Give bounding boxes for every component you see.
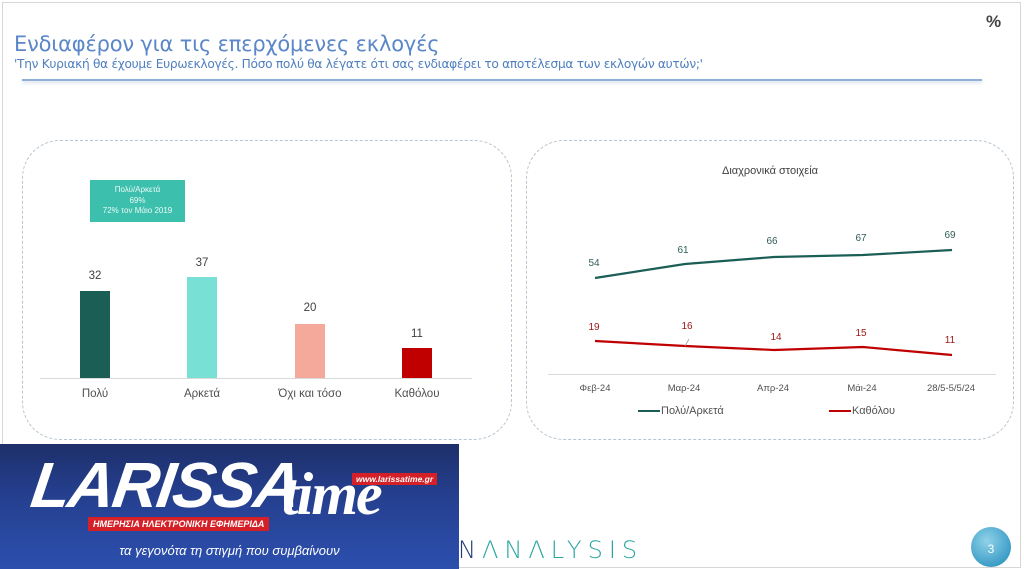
banner-brand-suffix: time [282,461,383,527]
bar-value-label: 11 [411,328,423,340]
x-tick-label: Μαρ-24 [667,383,701,394]
legend-label: Πολύ/Αρκετά [661,405,724,417]
point-label: 67 [855,233,867,244]
x-tick-label: Μάι-24 [847,383,877,394]
slide-title: Ενδιαφέρον για τις επερχόμενες εκλογές [14,32,440,56]
bar-chart-baseline [40,378,472,379]
line-chart-x-axis [548,374,996,375]
logo-letter: N [458,536,482,564]
leader-line [684,338,690,347]
callout-label: Πολύ/Αρκετά [114,185,161,194]
banner-tagline: τα γεγονότα τη στιγμή που συμβαίνουν [119,543,340,558]
company-logo: NΛNΛLYSIS [458,536,643,564]
slide-subtitle: 'Την Κυριακή θα έχουμε Ευρωεκλογές. Πόσο… [14,57,703,71]
title-divider [22,79,982,81]
banner-brand-name: LARISSA [26,449,304,521]
callout-comparison: 72% τον Μάιο 2019 [102,206,173,215]
point-label: 54 [588,258,600,269]
bar-category-label: Καθόλου [394,388,440,400]
unit-badge: % [986,12,1002,31]
point-label: 66 [766,236,778,247]
legend-swatch [638,409,660,413]
newspaper-banner[interactable]: LARISSA time www.larissatime.gr ΗΜΕΡΗΣΙΑ… [0,444,459,569]
bar-value-label: 20 [303,302,317,314]
callout-value: 69% [129,195,146,205]
x-tick-label: 28/5-5/5/24 [926,383,976,394]
line-chart-plot [594,248,953,357]
legend-swatch [829,409,851,413]
point-label: 16 [681,321,693,332]
bar-arketa [187,277,217,378]
logo-text: ΛNΛLYSIS [481,536,644,564]
bar-chart: 32 Πολύ 37 Αρκετά 20 Όχι και τόσο 11 Καθ… [40,240,472,400]
point-label: 15 [855,328,867,339]
series-poly-arketa-line [594,248,953,280]
bar-poly [80,291,110,378]
summary-callout: Πολύ/Αρκετά 69% 72% τον Μάιο 2019 [90,180,185,222]
series-katholou-line [594,339,953,357]
legend-label: Καθόλου [852,405,896,417]
line-chart-panel [526,140,1014,440]
banner-url[interactable]: www.larissatime.gr [352,473,438,485]
legend-item-poly-arketa: Πολύ/Αρκετά [638,405,724,417]
bar-value-label: 32 [88,270,102,282]
point-label: 61 [677,245,689,256]
bar-katholou [402,348,432,378]
point-label: 69 [944,230,956,241]
bar-category-label: Αρκετά [183,388,221,400]
point-label: 14 [770,332,782,343]
point-label: 11 [944,335,956,346]
banner-subtitle: ΗΜΕΡΗΣΙΑ ΗΛΕΚΤΡΟΝΙΚΗ ΕΦΗΜΕΡΙΔΑ [88,517,270,531]
x-tick-label: Απρ-24 [756,383,790,394]
page-number-badge: 3 [971,527,1011,567]
point-label: 19 [588,322,600,333]
line-chart-title: Διαχρονικά στοιχεία [721,165,819,177]
bar-category-label: Πολύ [81,388,109,400]
legend-item-katholou: Καθόλου [829,405,895,417]
bar-ochi-kai-toso [295,324,325,378]
x-tick-label: Φεβ-24 [579,383,611,394]
bar-category-label: Όχι και τόσο [278,388,342,400]
bar-value-label: 37 [195,257,209,269]
